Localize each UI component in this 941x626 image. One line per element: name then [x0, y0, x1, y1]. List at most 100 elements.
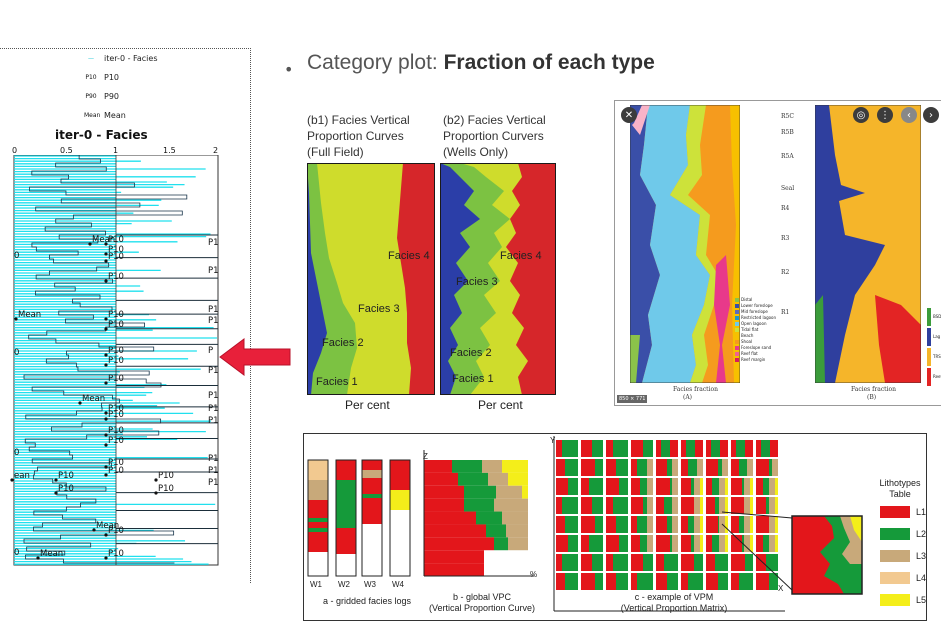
- stat-marker-label: P10: [158, 484, 174, 494]
- axis-tick-label: 1.5: [163, 146, 176, 155]
- legend-swatch: [927, 328, 931, 346]
- stat-marker-dot: [104, 353, 108, 357]
- stat-marker-label: P10: [108, 466, 124, 476]
- next-icon[interactable]: ›: [923, 107, 939, 123]
- vpc-bar: [494, 498, 528, 512]
- vpc-bar: [486, 524, 506, 538]
- vpm-cell: [756, 554, 778, 571]
- vpm-cell: [756, 535, 778, 552]
- reference-image-viewer[interactable]: Distal Lower foreslope Mid foreslope Restri…: [614, 100, 941, 406]
- stat-marker-label: P10: [108, 346, 124, 356]
- stat-marker-dot: [10, 478, 14, 482]
- well-log-segment: [362, 494, 382, 498]
- vpm-cell: [556, 478, 578, 495]
- legend-symbol: Mean: [84, 112, 101, 119]
- facies-fraction-chart-b: [815, 105, 921, 383]
- vpc-wells-only-chart: [440, 163, 556, 395]
- stat-marker-label: P10: [108, 374, 124, 384]
- legend-label: Mean: [104, 111, 126, 120]
- vpc-bar: [488, 472, 508, 486]
- prev-icon[interactable]: ‹: [901, 107, 917, 123]
- legend-b-item: Lag: [927, 327, 941, 347]
- vpc-bar: [452, 460, 482, 473]
- legend-b-item: TRS: [927, 347, 941, 367]
- stat-marker-label: P10: [108, 320, 124, 330]
- facies-log-panel: [0, 48, 251, 583]
- vpm-cell: [706, 478, 728, 495]
- facies-step-line: [23, 155, 188, 564]
- legend-swatch: [735, 334, 739, 338]
- vpm-cell: [756, 440, 778, 457]
- vpm-cell: [731, 573, 753, 590]
- stat-marker-label: P10: [108, 549, 124, 559]
- vpm-cell: [631, 459, 653, 476]
- vpm-cell: [581, 535, 603, 552]
- vpc-bar: [424, 472, 458, 486]
- lithotypes-table-title: Lithotypes Table: [879, 478, 921, 499]
- vpm-cell: [656, 459, 678, 476]
- legend-label: P10: [104, 73, 120, 82]
- vpm-cell: [581, 573, 603, 590]
- legend-a-label: Tidal flat: [741, 327, 759, 332]
- axis-tick-label: 0.5: [60, 146, 73, 155]
- well-log-segment: [308, 522, 328, 528]
- stat-marker-label: P10: [108, 252, 124, 262]
- legend-swatch: [735, 298, 739, 302]
- vpm-cell: [606, 497, 628, 514]
- vpm-cell: [706, 554, 728, 571]
- legend-b-label: TRS: [933, 354, 941, 359]
- image-size-badge: 850 × 771: [617, 395, 648, 403]
- caption-b: b - global VPC (Vertical Proportion Curv…: [428, 592, 536, 613]
- lithotype-row: L2: [880, 528, 926, 540]
- vpm-cell: [706, 497, 728, 514]
- axis-pct-label: %: [530, 570, 538, 579]
- well-log-segment: [308, 460, 328, 480]
- legend-symbol: P90: [85, 93, 97, 100]
- vpc-bar: [522, 485, 528, 499]
- vpm-cell: [731, 516, 753, 533]
- well-log-segment: [390, 490, 410, 510]
- stat-marker-label: Mean: [82, 394, 105, 404]
- vpm-cell: [631, 554, 653, 571]
- edge-label: 0: [14, 548, 19, 558]
- stat-marker-dot: [36, 556, 40, 560]
- edge-label: 0: [14, 348, 19, 358]
- slide-headline: Category plot: Fraction of each type: [307, 51, 655, 75]
- legend-swatch: [735, 304, 739, 308]
- well-log-segment: [362, 498, 382, 524]
- vpc-bar: [424, 537, 494, 551]
- more-icon[interactable]: ⋮: [877, 107, 893, 123]
- stat-marker-dot: [88, 242, 92, 246]
- facies-label: Facies 2: [450, 347, 492, 359]
- facies4-area: [397, 163, 435, 395]
- vpm-cell: [756, 516, 778, 533]
- well-log-frame: [361, 459, 383, 577]
- xlabel-b: Facies fraction: [851, 386, 896, 393]
- well-log-segment: [390, 510, 410, 554]
- vpc-bar: [424, 498, 464, 512]
- vpc-bar: [496, 485, 522, 499]
- legend-a-item: Reef flat: [735, 351, 776, 357]
- stat-marker-dot: [54, 478, 58, 482]
- close-icon[interactable]: ✕: [621, 107, 637, 123]
- vpc-full-field-chart: [307, 163, 435, 395]
- axis-tick-label: 0: [12, 146, 18, 155]
- vpc-bar: [424, 563, 484, 576]
- vpm-cell: [581, 440, 603, 457]
- vpm-cell: [656, 497, 678, 514]
- lens-icon[interactable]: ◎: [853, 107, 869, 123]
- legend-swatch: [735, 358, 739, 362]
- edge-label: P1: [208, 316, 219, 326]
- well-log-segment: [390, 554, 410, 576]
- zone-label: R1: [781, 309, 790, 316]
- left-arrow-icon: [219, 338, 291, 376]
- caption-c: c - example of VPM (Vertical Proportion …: [620, 592, 728, 613]
- log-legend-item: Mean Mean: [84, 111, 126, 120]
- legend-symbol: —: [88, 55, 94, 62]
- stat-marker-label: P10: [108, 404, 124, 414]
- legend-a-item: Restricted lagoon: [735, 315, 776, 321]
- stat-marker-dot: [104, 279, 108, 283]
- vpm-cell: [756, 497, 778, 514]
- vpc-bar: [464, 498, 494, 512]
- vpm-cell: [706, 516, 728, 533]
